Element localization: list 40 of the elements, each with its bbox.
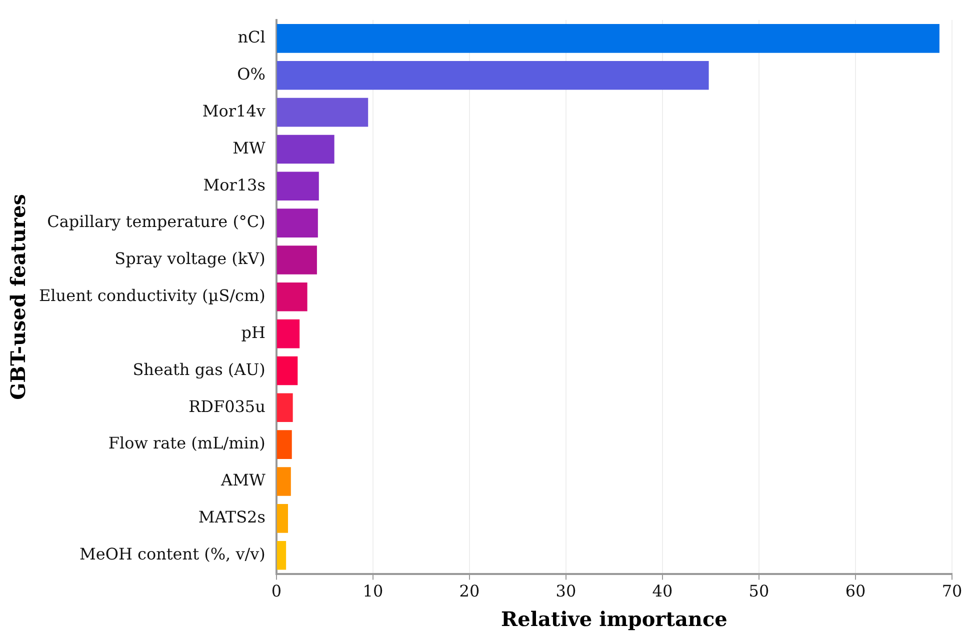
y-tick-label: MeOH content (%, v/v) [79, 544, 266, 564]
x-tick-label: 10 [362, 582, 384, 601]
y-tick-label: Mor14v [202, 101, 266, 120]
y-tick-label: MATS2s [198, 508, 266, 527]
y-tick-label: Mor13s [203, 175, 266, 194]
bar [276, 98, 368, 127]
x-axis-title: Relative importance [501, 607, 728, 632]
y-tick-label: nCl [238, 28, 266, 47]
y-tick-label: Sheath gas (AU) [132, 360, 266, 379]
x-tick-label: 60 [845, 582, 866, 601]
x-tick-label: 70 [942, 582, 962, 601]
y-tick-label: RDF035u [188, 396, 266, 416]
bar [276, 60, 709, 90]
y-tick-label: AMW [220, 470, 266, 490]
bar [276, 172, 319, 201]
x-tick-label: 40 [652, 582, 673, 601]
bar [276, 504, 288, 533]
x-tick-label: 50 [748, 582, 770, 601]
bar [276, 208, 318, 238]
bar [276, 319, 300, 348]
bar [276, 467, 291, 496]
y-tick-label: Flow rate (mL/min) [108, 434, 266, 453]
bar [276, 24, 940, 53]
y-tick-label: Spray voltage (kV) [114, 249, 266, 268]
bar [276, 282, 308, 312]
x-tick-label: 30 [556, 582, 576, 601]
y-tick-label: Capillary temperature (°C) [47, 212, 266, 232]
y-tick-label: O% [237, 64, 266, 84]
y-tick-label: MW [232, 138, 266, 158]
bar [276, 393, 293, 422]
bar [276, 246, 317, 274]
y-tick-label: Eluent conductivity (µS/cm) [39, 286, 266, 306]
bar [276, 356, 298, 386]
bar [276, 134, 334, 164]
y-axis-title: GBT-used features [6, 194, 30, 400]
bar [276, 540, 286, 570]
x-tick-label: 20 [459, 582, 480, 601]
x-tick-label: 0 [271, 582, 282, 601]
y-tick-label: pH [241, 322, 266, 342]
bar [276, 430, 292, 459]
